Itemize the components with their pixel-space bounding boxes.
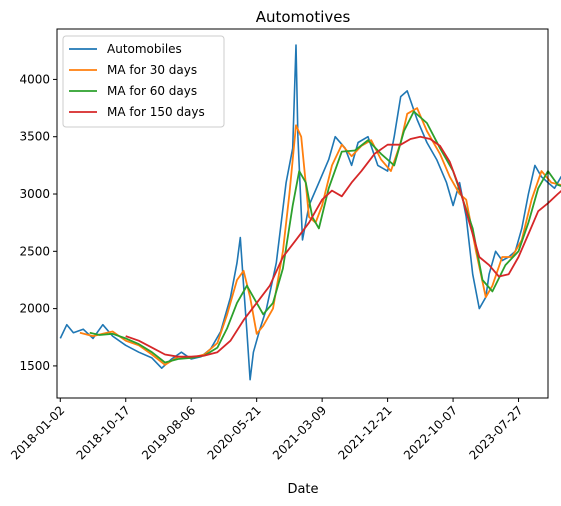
series-line-3	[125, 135, 561, 358]
series-line-0	[59, 44, 561, 381]
legend-label-0: Automobiles	[107, 42, 182, 56]
legend-label-3: MA for 150 days	[107, 105, 205, 119]
y-tick-label-5: 4000	[19, 72, 50, 86]
series-line-2	[89, 110, 561, 364]
y-tick-label-4: 3500	[19, 130, 50, 144]
legend-label-2: MA for 60 days	[107, 84, 197, 98]
plot-frame	[56, 28, 549, 399]
x-axis-label: Date	[287, 482, 318, 497]
legend: Automobiles MA for 30 days MA for 60 days M…	[62, 35, 225, 128]
y-tick-label-3: 3000	[19, 187, 50, 201]
y-tick-label-1: 2000	[19, 302, 50, 316]
y-tick-label-0: 1500	[19, 359, 50, 373]
legend-label-1: MA for 30 days	[107, 63, 197, 77]
y-axis: 1500 2000 2500 3000 3500 4000	[19, 72, 57, 373]
legend-box	[62, 35, 225, 128]
series-layer	[59, 44, 561, 381]
y-tick-label-2: 2500	[19, 244, 50, 258]
chart-title: Automotives	[256, 8, 351, 26]
